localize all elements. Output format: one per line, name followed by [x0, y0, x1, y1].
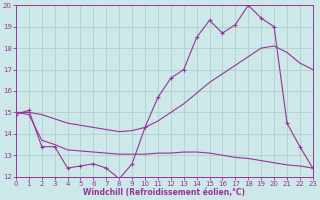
X-axis label: Windchill (Refroidissement éolien,°C): Windchill (Refroidissement éolien,°C): [84, 188, 245, 197]
